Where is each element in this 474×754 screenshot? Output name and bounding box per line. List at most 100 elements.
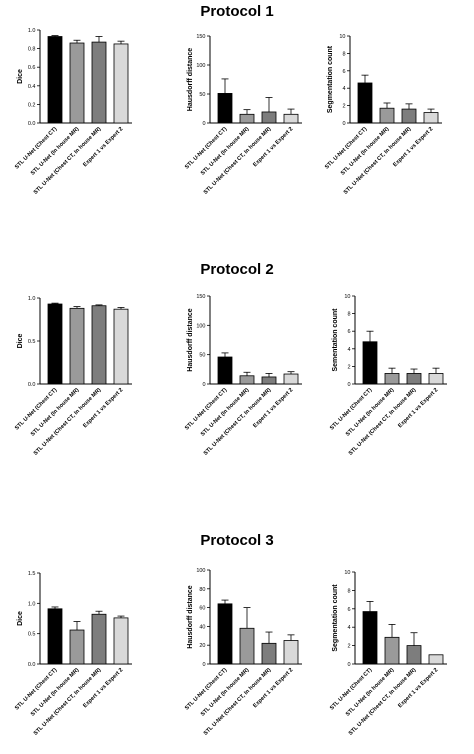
- y-axis-label: Sementation count: [332, 308, 339, 372]
- protocol-3-title: Protocol 3: [200, 532, 273, 549]
- category-label: Expert 1 vs Expert 2: [252, 126, 294, 168]
- y-axis-label: Dice: [17, 69, 24, 84]
- y-tick-label: 0: [342, 121, 345, 127]
- bar: [91, 41, 107, 124]
- bar: [69, 307, 85, 385]
- bar: [384, 373, 400, 385]
- category-label: Expert 1 vs Expert 2: [82, 126, 124, 168]
- bar: [91, 305, 107, 385]
- bar: [379, 107, 395, 124]
- y-tick-label: 6: [342, 69, 345, 75]
- y-tick-label: 0.0: [28, 662, 36, 668]
- bar: [217, 356, 233, 385]
- y-tick-label: 60: [199, 606, 205, 612]
- y-axis-label: Hausdorff distance: [187, 48, 194, 112]
- y-tick-label: 0: [347, 662, 350, 668]
- bar: [362, 611, 378, 665]
- y-tick-label: 100: [196, 323, 205, 329]
- bar: [113, 308, 129, 385]
- y-tick-label: 10: [339, 34, 345, 40]
- bar: [406, 373, 422, 385]
- bar: [47, 36, 63, 124]
- chart-panel-3: 0 2 4 6 8 10 Segmentation count STL U-Net (Ches…: [324, 34, 442, 196]
- bar: [261, 111, 277, 124]
- y-tick-label: 100: [196, 63, 205, 69]
- chart-panel-1: 0.0 0.2 0.4 0.6 0.8 1.0 Dice STL U-Net (Chest C…: [14, 28, 132, 196]
- chart-panels: 0.0 0.2 0.4 0.6 0.8 1.0 Dice STL U-Net (Chest C…: [14, 28, 447, 737]
- y-tick-label: 150: [196, 294, 205, 300]
- category-label: STL U-Net (Chest CT): [329, 667, 373, 711]
- bar: [283, 373, 299, 385]
- bar: [428, 654, 444, 665]
- y-tick-label: 0.0: [28, 121, 36, 127]
- bar: [91, 613, 107, 665]
- y-tick-label: 20: [199, 643, 205, 649]
- category-label: Expert 1 vs Expert 2: [82, 387, 124, 429]
- y-tick-label: 6: [347, 607, 350, 613]
- y-tick-label: 1.5: [28, 571, 36, 577]
- y-tick-label: 8: [342, 51, 345, 57]
- y-axis-label: Hausdorff distance: [187, 308, 194, 372]
- category-label: STL U-Net (Chest CT): [329, 387, 373, 431]
- bar: [283, 113, 299, 124]
- category-label: STL U-Net (Chest CT): [324, 126, 368, 170]
- y-tick-label: 0.4: [28, 84, 36, 90]
- bar: [428, 373, 444, 385]
- y-axis-label: Hausdorff distance: [187, 585, 194, 649]
- y-tick-label: 50: [199, 92, 205, 98]
- category-label: Expert 1 vs Expert 2: [392, 126, 434, 168]
- category-label: STL U-Net (Chest CT): [14, 126, 58, 170]
- y-tick-label: 10: [344, 294, 350, 300]
- y-tick-label: 0.5: [28, 632, 36, 638]
- protocol-1-title: Protocol 1: [200, 3, 273, 20]
- bar: [47, 608, 63, 665]
- chart-panel-8: 0 20 40 60 80 100 Hausdorff distance STL U-Net …: [184, 568, 302, 737]
- bar: [423, 112, 439, 124]
- bar: [384, 636, 400, 665]
- y-tick-label: 1.0: [28, 296, 36, 302]
- bar: [357, 82, 373, 124]
- chart-panel-2: 0 50 100 150 Hausdorff distance STL U-Net (Ch…: [184, 34, 302, 196]
- y-tick-label: 8: [347, 312, 350, 318]
- bar: [217, 93, 233, 124]
- bar: [113, 43, 129, 124]
- y-tick-label: 0.0: [28, 382, 36, 388]
- y-axis-label: Dice: [17, 334, 24, 349]
- y-tick-label: 4: [342, 86, 345, 92]
- protocol-2-title: Protocol 2: [200, 261, 273, 278]
- bar: [261, 376, 277, 385]
- category-label: STL U-Net (Chest CT): [184, 667, 228, 711]
- y-tick-label: 4: [347, 625, 350, 631]
- y-tick-label: 40: [199, 624, 205, 630]
- y-tick-label: 10: [344, 570, 350, 576]
- y-axis-label: Dice: [17, 611, 24, 626]
- bar: [239, 375, 255, 385]
- bar: [401, 108, 417, 124]
- y-tick-label: 150: [196, 34, 205, 40]
- chart-panel-6: 0 2 4 6 8 10 Sementation count STL U-Net (Chest…: [329, 294, 447, 457]
- y-tick-label: 8: [347, 588, 350, 594]
- category-label: Expert 1 vs Expert 2: [252, 387, 294, 429]
- y-tick-label: 0: [202, 662, 205, 668]
- y-tick-label: 80: [199, 587, 205, 593]
- y-axis-label: Segmentation count: [332, 584, 339, 652]
- category-label: Expert 1 vs Expert 2: [397, 667, 439, 709]
- y-tick-label: 6: [347, 329, 350, 335]
- bar: [69, 42, 85, 124]
- category-label: STL U-Net (Chest CT): [184, 387, 228, 431]
- y-tick-label: 2: [347, 364, 350, 370]
- chart-panel-9: 0 2 4 6 8 10 Segmentation count STL U-Net (Ches…: [329, 570, 447, 737]
- bar: [113, 617, 129, 665]
- category-label: Expert 1 vs Expert 2: [252, 667, 294, 709]
- y-tick-label: 2: [347, 644, 350, 650]
- y-tick-label: 0: [347, 382, 350, 388]
- bar: [406, 645, 422, 665]
- category-label: STL U-Net (Chest CT): [14, 667, 58, 711]
- y-tick-label: 1.0: [28, 601, 36, 607]
- y-tick-label: 0: [202, 382, 205, 388]
- y-axis-label: Segmentation count: [327, 45, 334, 113]
- y-tick-label: 0.8: [28, 47, 36, 53]
- y-tick-label: 0.5: [28, 339, 36, 345]
